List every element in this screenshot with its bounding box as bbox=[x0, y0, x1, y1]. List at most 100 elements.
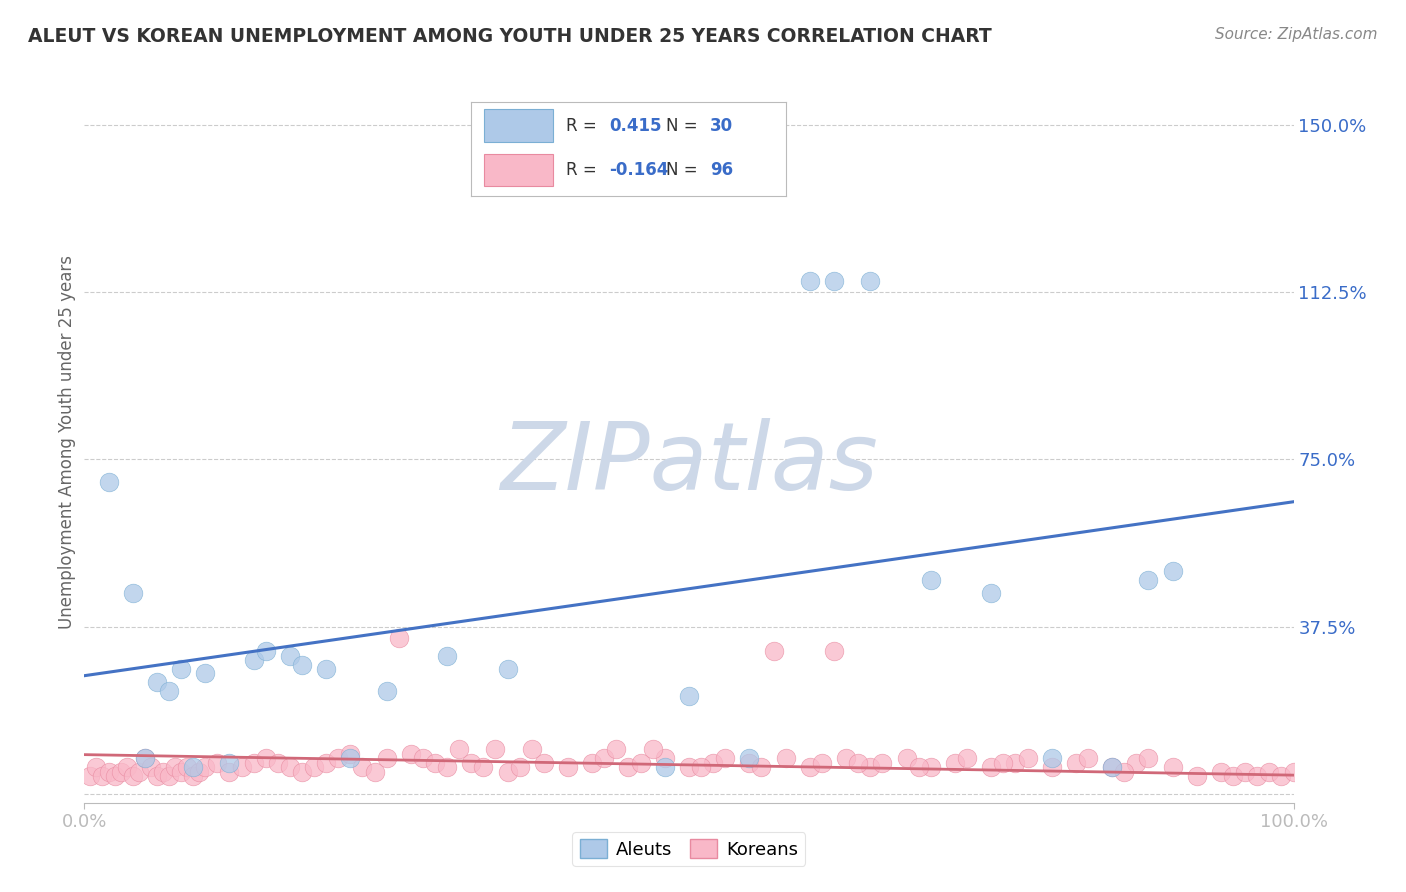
Point bbox=[1222, 769, 1244, 783]
Point bbox=[823, 644, 845, 658]
Point bbox=[278, 760, 301, 774]
Point bbox=[146, 675, 169, 690]
Point bbox=[920, 573, 942, 587]
Point bbox=[1040, 760, 1063, 774]
Point bbox=[242, 653, 264, 667]
Point bbox=[1282, 764, 1305, 779]
Point bbox=[375, 684, 398, 698]
Point bbox=[181, 760, 204, 774]
Point bbox=[218, 764, 240, 779]
Point bbox=[496, 764, 519, 779]
Point bbox=[302, 760, 325, 774]
Point bbox=[1101, 760, 1123, 774]
Point bbox=[678, 760, 700, 774]
Y-axis label: Unemployment Among Youth under 25 years: Unemployment Among Youth under 25 years bbox=[58, 254, 76, 629]
Point bbox=[242, 756, 264, 770]
Point bbox=[152, 764, 174, 779]
Point bbox=[775, 751, 797, 765]
Point bbox=[859, 760, 882, 774]
Point bbox=[121, 586, 143, 600]
Point bbox=[188, 764, 211, 779]
Point bbox=[339, 751, 361, 765]
Point bbox=[79, 769, 101, 783]
Point bbox=[605, 742, 627, 756]
Point bbox=[1258, 764, 1281, 779]
Point bbox=[799, 274, 821, 288]
Point bbox=[630, 756, 652, 770]
Point bbox=[557, 760, 579, 774]
Point bbox=[181, 769, 204, 783]
Point bbox=[1246, 769, 1268, 783]
Point bbox=[1209, 764, 1232, 779]
Point bbox=[291, 764, 314, 779]
Point bbox=[315, 662, 337, 676]
Point bbox=[254, 644, 277, 658]
Point bbox=[267, 756, 290, 770]
Point bbox=[702, 756, 724, 770]
Point bbox=[690, 760, 713, 774]
Point bbox=[207, 756, 229, 770]
Point bbox=[115, 760, 138, 774]
Point bbox=[738, 756, 761, 770]
Point bbox=[157, 684, 180, 698]
Point bbox=[1161, 564, 1184, 578]
Point bbox=[1137, 573, 1160, 587]
Point bbox=[496, 662, 519, 676]
Point bbox=[593, 751, 616, 765]
Point bbox=[194, 760, 217, 774]
Point bbox=[993, 756, 1015, 770]
Point bbox=[339, 747, 361, 761]
Point bbox=[231, 760, 253, 774]
Point bbox=[436, 760, 458, 774]
Text: Source: ZipAtlas.com: Source: ZipAtlas.com bbox=[1215, 27, 1378, 42]
Point bbox=[509, 760, 531, 774]
Point bbox=[328, 751, 350, 765]
Point bbox=[412, 751, 434, 765]
Point bbox=[436, 648, 458, 663]
Point bbox=[823, 274, 845, 288]
Point bbox=[291, 657, 314, 672]
Point bbox=[460, 756, 482, 770]
Point bbox=[472, 760, 495, 774]
Point bbox=[956, 751, 979, 765]
Point bbox=[799, 760, 821, 774]
Point bbox=[375, 751, 398, 765]
Point bbox=[1161, 760, 1184, 774]
Point bbox=[1004, 756, 1026, 770]
Point bbox=[654, 760, 676, 774]
Point bbox=[907, 760, 929, 774]
Point bbox=[846, 756, 869, 770]
Point bbox=[146, 769, 169, 783]
Point bbox=[1185, 769, 1208, 783]
Point bbox=[835, 751, 858, 765]
Point bbox=[520, 742, 543, 756]
Point bbox=[254, 751, 277, 765]
Point bbox=[315, 756, 337, 770]
Text: ALEUT VS KOREAN UNEMPLOYMENT AMONG YOUTH UNDER 25 YEARS CORRELATION CHART: ALEUT VS KOREAN UNEMPLOYMENT AMONG YOUTH… bbox=[28, 27, 991, 45]
Point bbox=[449, 742, 471, 756]
Point bbox=[533, 756, 555, 770]
Point bbox=[1234, 764, 1257, 779]
Point bbox=[1114, 764, 1136, 779]
Point bbox=[678, 689, 700, 703]
Point bbox=[170, 764, 193, 779]
Point bbox=[1064, 756, 1087, 770]
Point bbox=[134, 751, 156, 765]
Point bbox=[218, 756, 240, 770]
Point bbox=[170, 662, 193, 676]
Point bbox=[139, 760, 162, 774]
Point bbox=[423, 756, 446, 770]
Point bbox=[388, 631, 411, 645]
Point bbox=[165, 760, 187, 774]
Point bbox=[1125, 756, 1147, 770]
Point bbox=[1017, 751, 1039, 765]
Point bbox=[399, 747, 422, 761]
Point bbox=[91, 769, 114, 783]
Point bbox=[1137, 751, 1160, 765]
Point bbox=[896, 751, 918, 765]
Point bbox=[859, 274, 882, 288]
Point bbox=[86, 760, 108, 774]
Point bbox=[121, 769, 143, 783]
Point bbox=[751, 760, 773, 774]
Point bbox=[872, 756, 894, 770]
